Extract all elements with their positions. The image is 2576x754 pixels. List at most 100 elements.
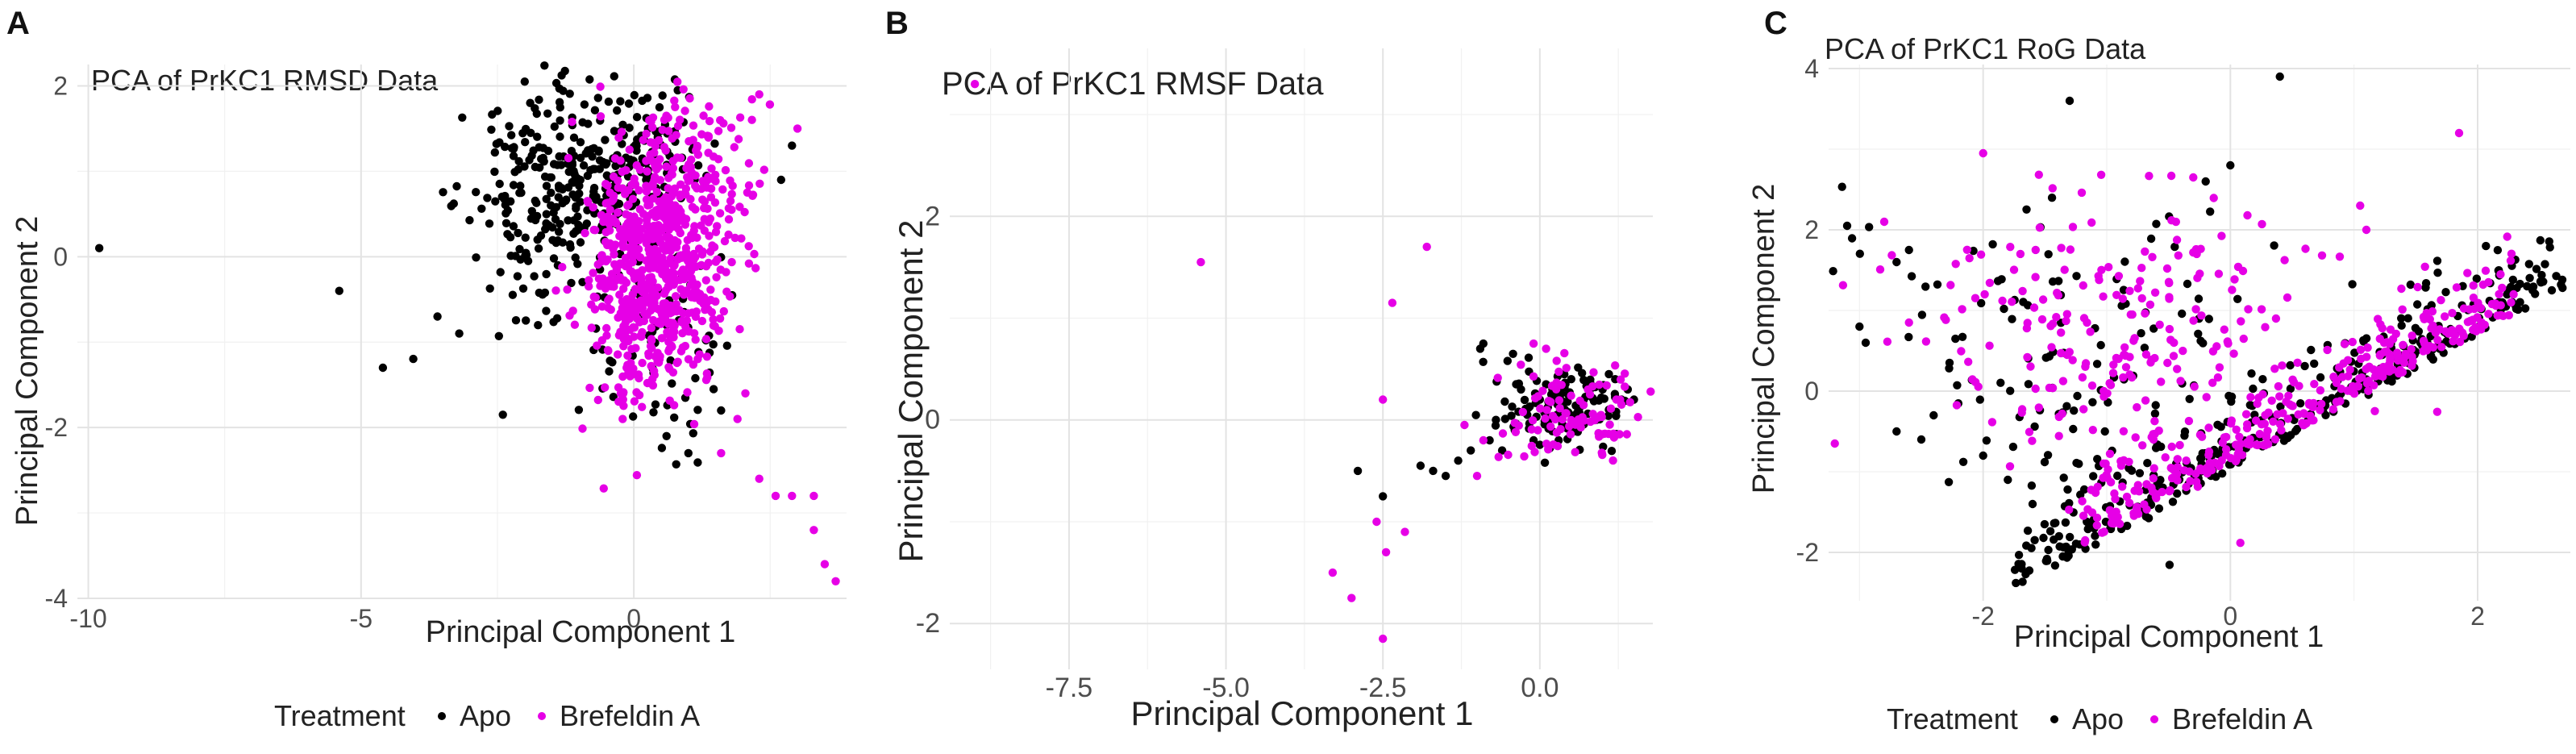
panel-a-point <box>635 165 644 174</box>
panel-b-point <box>1546 422 1555 431</box>
panel-c-point <box>2091 531 2100 540</box>
panel-c-point <box>1917 310 1927 319</box>
panel-c-point <box>2066 532 2075 542</box>
panel-a-point <box>638 358 647 368</box>
panel-c-point <box>2179 466 2189 475</box>
panel-c-point <box>2175 440 2184 450</box>
panel-c-point <box>2536 235 2545 245</box>
panel-c-point <box>2506 256 2516 265</box>
panel-c-point <box>2190 382 2199 391</box>
panel-c-point <box>2014 551 2024 560</box>
panel-c-point <box>2157 377 2166 386</box>
panel-b-point <box>1555 404 1564 413</box>
panel-c-point <box>1958 305 1966 314</box>
panel-c-point <box>1946 281 1955 290</box>
panel-c-point <box>2205 458 2214 468</box>
panel-c-point <box>2283 293 2292 302</box>
panel-c-point <box>2166 171 2176 181</box>
panel-c-point <box>1977 298 1986 308</box>
panel-a-point <box>680 106 689 115</box>
panel-c-point <box>2017 560 2026 569</box>
panel-c-point <box>2363 343 2372 352</box>
panel-a-point <box>709 385 718 394</box>
panel-a-point <box>693 458 702 467</box>
panel-c-point <box>2208 378 2217 387</box>
panel-a-point <box>614 133 623 142</box>
panel-a-x-tick-label: -10 <box>69 604 106 633</box>
panel-c-point <box>2545 243 2554 252</box>
panel-a-point <box>573 212 582 221</box>
panel-c-point <box>2516 298 2524 306</box>
panel-b-point <box>1602 381 1611 390</box>
panel-c-point <box>2138 441 2147 450</box>
panel-b-point <box>1604 411 1613 420</box>
panel-c-point <box>1875 265 1885 274</box>
panel-c-point <box>2063 485 2072 494</box>
panel-b-point <box>1379 395 1388 404</box>
panel-a-point <box>715 314 725 323</box>
panel-c-point <box>2282 398 2291 406</box>
panel-a-point <box>565 240 575 249</box>
panel-c-point <box>2189 173 2198 182</box>
panel-a-point <box>673 255 683 264</box>
panel-a-point <box>501 142 510 152</box>
panel-c-point <box>2166 464 2175 473</box>
panel-c-point <box>2120 257 2129 266</box>
panel-a-point <box>458 113 467 122</box>
panel-b-point <box>1527 425 1536 434</box>
panel-c-point <box>2174 251 2183 260</box>
panel-c-point <box>2077 188 2087 198</box>
panel-b-point <box>1471 410 1480 419</box>
panel-c-point <box>2547 285 2557 295</box>
panel-c-point <box>1837 182 1846 191</box>
panel-b-point <box>1621 369 1629 378</box>
panel-c-point <box>2395 369 2403 378</box>
panel-a-point <box>672 153 682 162</box>
panel-c-point <box>2507 298 2516 307</box>
panel-a-point <box>595 165 604 173</box>
panel-c-point <box>2507 249 2516 258</box>
panel-c-point <box>2150 409 2160 419</box>
panel-c-point <box>2348 337 2357 347</box>
panel-b-point <box>1542 439 1551 448</box>
panel-c-point <box>2364 386 2373 395</box>
panel-a-point <box>660 143 668 152</box>
panel-a-point <box>589 269 597 277</box>
panel-a-point <box>676 347 686 356</box>
panel-a-point <box>531 162 539 172</box>
panel-c-point <box>2204 315 2213 323</box>
panel-c-title: PCA of PrKC1 RoG Data <box>1825 32 2146 65</box>
panel-a-point <box>685 327 693 336</box>
panel-a-point <box>560 66 569 76</box>
panel-c-point <box>2493 311 2502 320</box>
panel-c-point <box>2022 541 2031 550</box>
panel-a-point <box>439 188 447 197</box>
panel-b-point <box>1492 415 1500 424</box>
panel-c-point <box>2215 363 2224 372</box>
panel-a-point <box>547 188 556 198</box>
panel-b-x-tick-label: 0.0 <box>1521 673 1559 703</box>
panel-c-point <box>2523 281 2532 291</box>
panel-a-point <box>507 131 516 140</box>
panel-c-point <box>2496 270 2505 279</box>
panel-b-point <box>1561 409 1570 418</box>
panel-c-point <box>1892 427 1901 436</box>
panel-c-point <box>2041 556 2050 565</box>
panel-c-point <box>2212 473 2220 481</box>
panel-a-point <box>604 346 613 356</box>
panel-b-point <box>1479 339 1488 348</box>
panel-a-point <box>664 337 673 347</box>
panel-a-point <box>582 219 591 228</box>
panel-c-point <box>2243 210 2252 220</box>
panel-c-point <box>2258 219 2266 229</box>
panel-a-point <box>676 115 685 124</box>
panel-c-point <box>1904 332 1913 342</box>
panel-c-point <box>2525 273 2534 282</box>
panel-c-point <box>2197 311 2206 320</box>
panel-b-point <box>1585 390 1595 399</box>
panel-a-point <box>555 227 564 236</box>
panel-c-point <box>1980 290 1989 299</box>
panel-a-point <box>630 90 639 100</box>
panel-a-point <box>618 140 626 148</box>
panel-b-point <box>1598 450 1607 460</box>
